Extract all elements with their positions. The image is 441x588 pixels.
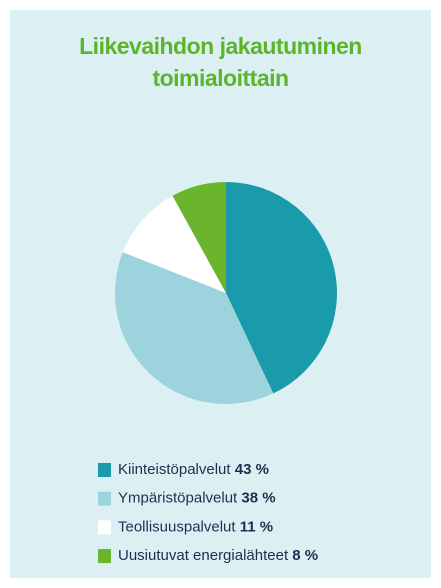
legend-swatch	[98, 491, 111, 506]
legend-swatch	[98, 549, 111, 564]
legend-value: 43 %	[235, 461, 269, 478]
pie-slice	[172, 182, 226, 293]
pie-slice	[115, 252, 274, 404]
legend-label: Uusiutuvat energialähteet	[118, 547, 289, 564]
legend-label: Kiinteistöpalvelut	[118, 461, 231, 478]
pie-slice	[122, 195, 226, 293]
chart-title: Liikevaihdon jakautuminen toimialoittain	[79, 33, 362, 91]
legend-value: 11 %	[240, 518, 273, 535]
legend-label: Ympäristöpalvelut	[118, 490, 238, 507]
pie-slice	[226, 182, 337, 394]
legend-entry: Ympäristöpalvelut 38 %	[118, 490, 276, 507]
legend-entry: Uusiutuvat energialähteet 8 %	[118, 547, 318, 564]
legend-swatch	[98, 520, 111, 535]
legend-swatch	[98, 463, 111, 477]
legend-value: 38 %	[241, 490, 275, 507]
legend-entry: Teollisuuspalvelut 11 %	[118, 518, 273, 535]
legend-value: 8 %	[292, 547, 318, 564]
legend-entry: Kiinteistöpalvelut 43 %	[118, 461, 269, 478]
legend-label: Teollisuuspalvelut	[118, 518, 236, 535]
